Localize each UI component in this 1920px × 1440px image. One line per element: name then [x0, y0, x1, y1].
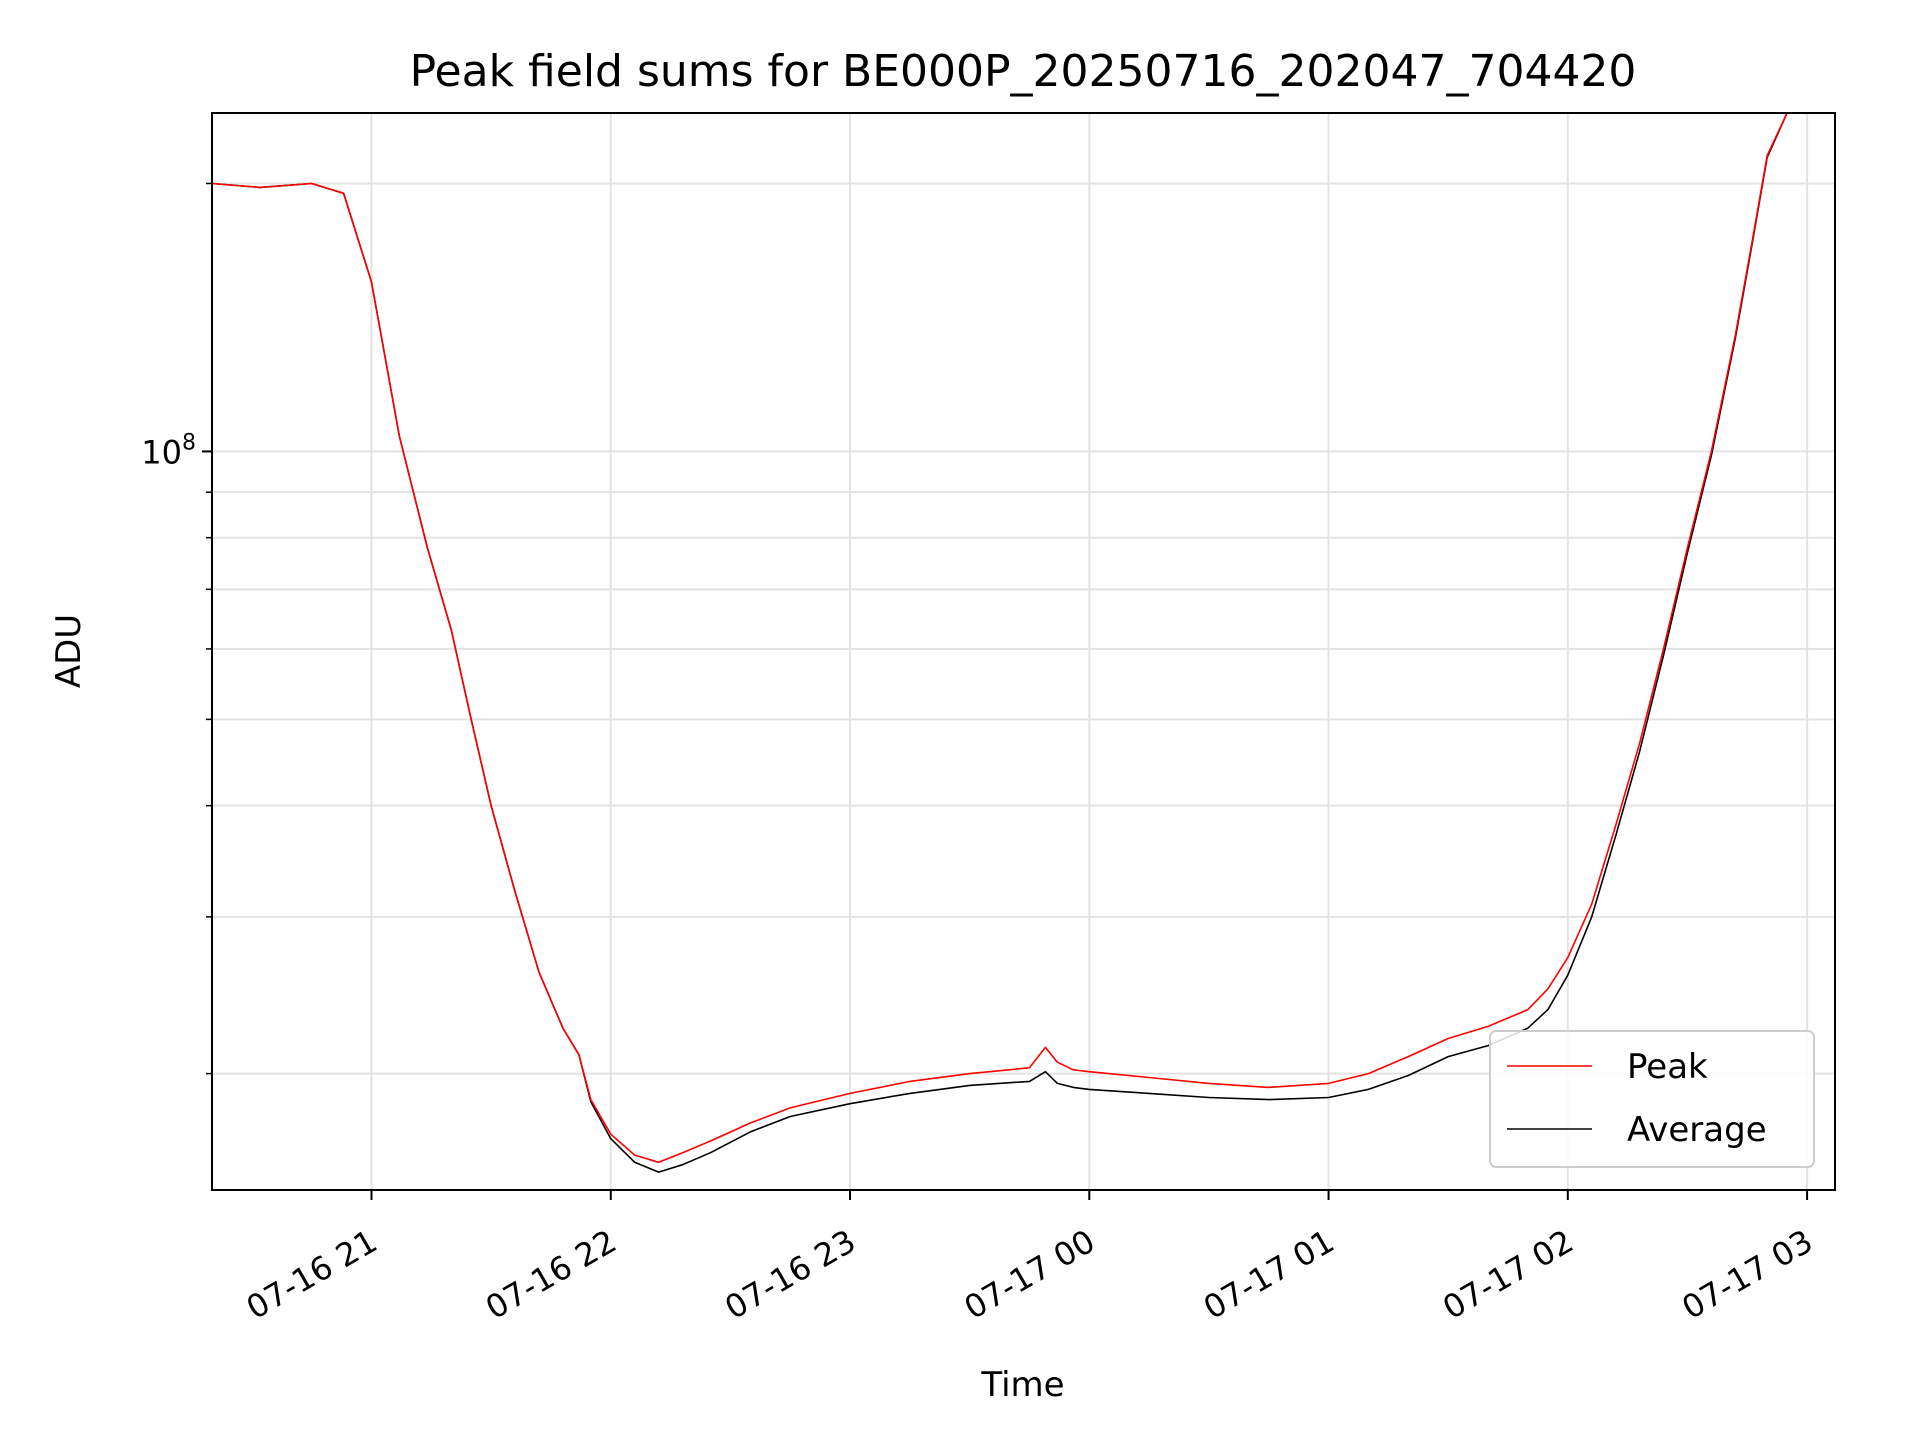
legend-box	[1489, 1030, 1815, 1168]
grid-lines	[212, 113, 1835, 1190]
x-axis-label: Time	[980, 1365, 1064, 1405]
y-axis-label: ADU	[49, 614, 89, 688]
y-tick-label: 108	[141, 430, 196, 471]
plot-frame	[211, 112, 1836, 1191]
series-line-peak	[211, 112, 1788, 1164]
chart-title: Peak field sums for BE000P_20250716_2020…	[410, 46, 1637, 97]
chart-legend: Peak Average	[1489, 1030, 1815, 1168]
legend-label-average: Average	[1627, 1110, 1767, 1150]
plot-series	[211, 112, 1788, 1173]
legend-label-peak: Peak	[1627, 1047, 1708, 1087]
